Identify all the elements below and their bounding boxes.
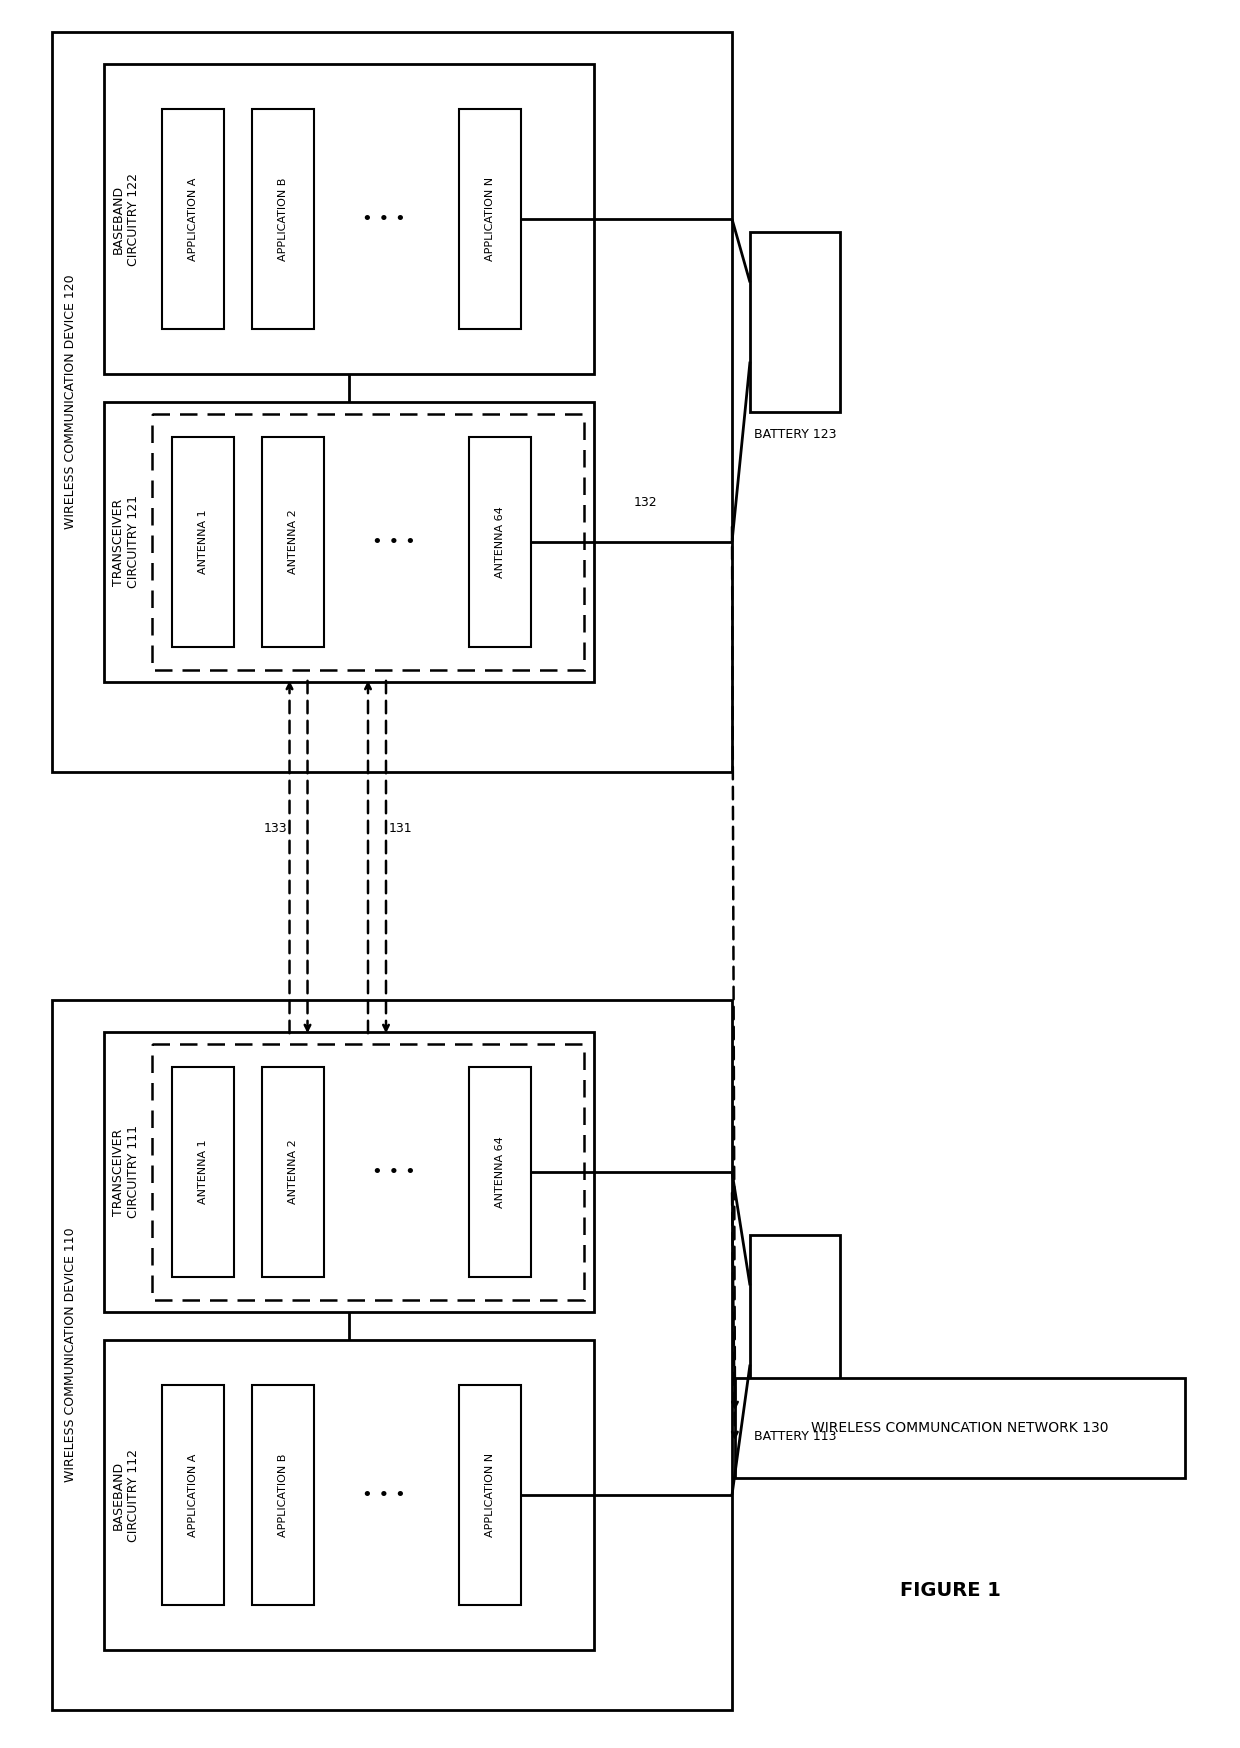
Bar <box>459 1384 521 1605</box>
Bar <box>104 65 594 374</box>
Bar <box>735 1377 1185 1479</box>
Text: APPLICATION B: APPLICATION B <box>278 177 288 260</box>
Bar <box>750 1236 839 1414</box>
Text: ANTENNA 1: ANTENNA 1 <box>198 510 208 575</box>
Text: WIRELESS COMMUNICATION DEVICE 110: WIRELESS COMMUNICATION DEVICE 110 <box>64 1227 78 1482</box>
Bar <box>104 1031 594 1313</box>
Bar <box>172 1066 234 1278</box>
Text: TRANSCEIVER
CIRCUITRY 111: TRANSCEIVER CIRCUITRY 111 <box>112 1126 140 1218</box>
Text: APPLICATION N: APPLICATION N <box>485 177 495 260</box>
Bar <box>469 1066 531 1278</box>
Text: ANTENNA 64: ANTENNA 64 <box>495 1136 505 1208</box>
Text: BASEBAND
CIRCUITRY 122: BASEBAND CIRCUITRY 122 <box>112 173 140 266</box>
Bar <box>469 437 531 647</box>
Bar <box>153 414 584 669</box>
Text: 133: 133 <box>264 823 288 836</box>
Text: ANTENNA 64: ANTENNA 64 <box>495 507 505 579</box>
Bar <box>750 232 839 413</box>
Text: ANTENNA 2: ANTENNA 2 <box>288 1140 298 1204</box>
Text: BATTERY 123: BATTERY 123 <box>754 428 836 440</box>
Bar <box>459 108 521 329</box>
Text: APPLICATION A: APPLICATION A <box>188 1453 198 1536</box>
Bar <box>262 1066 324 1278</box>
Bar <box>252 108 314 329</box>
Bar <box>104 1341 594 1650</box>
Text: • • •: • • • <box>362 210 405 227</box>
Text: WIRELESS COMMUNCATION NETWORK 130: WIRELESS COMMUNCATION NETWORK 130 <box>811 1421 1109 1435</box>
Text: WIRELESS COMMUNICATION DEVICE 120: WIRELESS COMMUNICATION DEVICE 120 <box>64 274 78 530</box>
Bar <box>52 1000 732 1710</box>
Text: 132: 132 <box>634 495 657 509</box>
Text: BASEBAND
CIRCUITRY 112: BASEBAND CIRCUITRY 112 <box>112 1449 140 1542</box>
Text: APPLICATION B: APPLICATION B <box>278 1453 288 1536</box>
Text: TRANSCEIVER
CIRCUITRY 121: TRANSCEIVER CIRCUITRY 121 <box>112 495 140 589</box>
Bar <box>172 437 234 647</box>
Text: • • •: • • • <box>372 533 415 551</box>
Bar <box>262 437 324 647</box>
Bar <box>104 402 594 682</box>
Text: • • •: • • • <box>372 1162 415 1182</box>
Text: 131: 131 <box>388 823 412 836</box>
Bar <box>252 1384 314 1605</box>
Bar <box>52 31 732 773</box>
Text: FIGURE 1: FIGURE 1 <box>899 1580 1001 1599</box>
Text: BATTERY 113: BATTERY 113 <box>754 1430 836 1444</box>
Bar <box>162 108 224 329</box>
Text: ANTENNA 2: ANTENNA 2 <box>288 510 298 575</box>
Text: ANTENNA 1: ANTENNA 1 <box>198 1140 208 1204</box>
Bar <box>153 1044 584 1301</box>
Text: APPLICATION N: APPLICATION N <box>485 1453 495 1536</box>
Text: APPLICATION A: APPLICATION A <box>188 177 198 260</box>
Bar <box>162 1384 224 1605</box>
Text: • • •: • • • <box>362 1486 405 1503</box>
